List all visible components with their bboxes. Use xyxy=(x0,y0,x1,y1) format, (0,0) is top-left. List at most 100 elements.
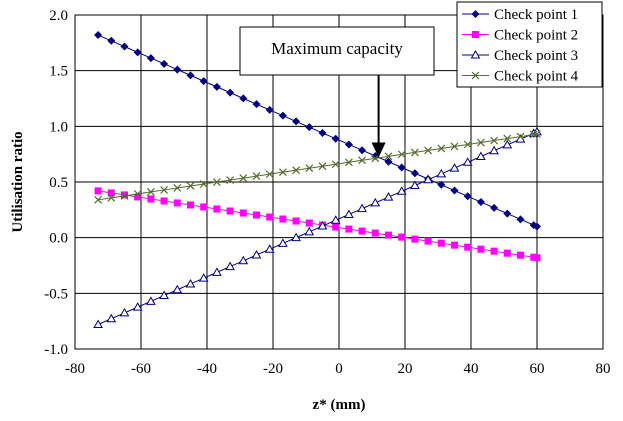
data-point xyxy=(517,251,524,259)
series-3 xyxy=(93,126,542,329)
data-point xyxy=(226,207,234,215)
data-point xyxy=(503,209,512,218)
data-point xyxy=(344,158,353,167)
data-point xyxy=(173,199,181,207)
y-tick-label: 1.0 xyxy=(49,119,68,135)
x-tick-label: -20 xyxy=(263,361,283,377)
legend-label: Check point 1 xyxy=(494,7,578,23)
data-point xyxy=(107,193,116,202)
data-point xyxy=(462,157,473,166)
data-point xyxy=(172,284,183,294)
data-point xyxy=(450,186,459,195)
data-point xyxy=(464,243,472,251)
data-point xyxy=(252,100,261,109)
data-point xyxy=(490,136,499,145)
data-point xyxy=(253,211,260,219)
data-point xyxy=(463,140,472,149)
legend-entry: Check point 4 xyxy=(462,69,579,85)
annotation-arrow-head xyxy=(371,142,386,158)
data-point xyxy=(134,193,142,201)
data-point xyxy=(239,94,248,103)
data-point xyxy=(226,176,235,184)
data-point xyxy=(332,223,340,231)
data-point xyxy=(410,169,419,178)
data-point xyxy=(292,166,301,175)
data-point xyxy=(212,178,221,186)
data-point xyxy=(199,77,208,86)
y-tick-label: 0.0 xyxy=(49,231,68,247)
data-point xyxy=(212,267,222,276)
y-tick-label: 2.0 xyxy=(49,8,68,24)
data-point xyxy=(317,221,328,230)
x-tick-label: 60 xyxy=(530,361,545,377)
data-point xyxy=(120,191,129,200)
data-point xyxy=(533,130,541,139)
legend-label: Check point 4 xyxy=(494,69,579,85)
data-point xyxy=(318,128,327,137)
data-point xyxy=(200,203,208,211)
data-point xyxy=(516,215,525,224)
data-point xyxy=(437,144,446,153)
data-point xyxy=(358,156,367,165)
data-point xyxy=(463,192,472,201)
series-layer xyxy=(93,31,542,329)
data-point xyxy=(278,238,288,247)
data-point xyxy=(330,215,341,224)
data-point xyxy=(305,123,314,132)
data-point xyxy=(279,215,287,223)
data-point xyxy=(94,31,103,40)
data-point xyxy=(265,170,274,179)
data-point xyxy=(410,180,420,189)
data-point xyxy=(345,225,353,233)
data-point xyxy=(133,189,142,198)
data-point xyxy=(93,319,103,329)
annotation-text: Maximum capacity xyxy=(271,39,403,58)
data-point xyxy=(292,117,301,126)
data-point xyxy=(107,189,115,197)
data-point xyxy=(146,187,155,196)
data-point xyxy=(120,42,129,51)
x-axis-title: z* (mm) xyxy=(313,397,366,413)
data-point xyxy=(121,191,128,199)
annotation: Maximum capacity xyxy=(239,26,435,158)
data-point xyxy=(147,195,155,203)
data-point xyxy=(107,36,116,45)
data-point xyxy=(160,186,169,194)
data-point xyxy=(411,235,419,243)
data-point xyxy=(173,184,182,192)
data-point xyxy=(186,182,195,190)
data-point xyxy=(503,249,511,257)
legend-marker xyxy=(471,10,480,18)
data-point xyxy=(424,237,432,245)
data-point xyxy=(239,174,248,183)
x-tick-label: 40 xyxy=(464,361,479,377)
data-point xyxy=(146,296,156,305)
data-point xyxy=(305,164,314,173)
data-point xyxy=(198,273,209,282)
x-tick-label: -60 xyxy=(131,361,151,377)
plot-frame xyxy=(74,14,604,350)
data-point xyxy=(384,152,393,161)
legend-box xyxy=(456,1,603,88)
data-point xyxy=(265,105,274,114)
data-point xyxy=(477,245,485,253)
data-point xyxy=(199,180,208,188)
data-point xyxy=(331,134,340,143)
series-4 xyxy=(94,130,541,204)
data-point xyxy=(331,160,340,169)
data-point xyxy=(489,145,499,155)
tick-labels: -80 -60 -40 -20 0 20 40 60 80 2.0 1.5 1.0 0.5 0.0 -0.5… xyxy=(44,8,610,377)
data-point xyxy=(357,203,367,213)
y-tick-label: -0.5 xyxy=(44,286,68,302)
data-point xyxy=(476,151,486,161)
data-point xyxy=(396,186,407,195)
data-point xyxy=(106,313,117,323)
data-point xyxy=(533,222,541,231)
data-point xyxy=(449,163,460,172)
data-point xyxy=(94,187,102,195)
x-tick-label: 80 xyxy=(596,361,611,377)
x-tick-label: -40 xyxy=(197,361,217,377)
data-point xyxy=(451,241,458,249)
data-point xyxy=(516,132,525,141)
data-point xyxy=(173,65,182,74)
